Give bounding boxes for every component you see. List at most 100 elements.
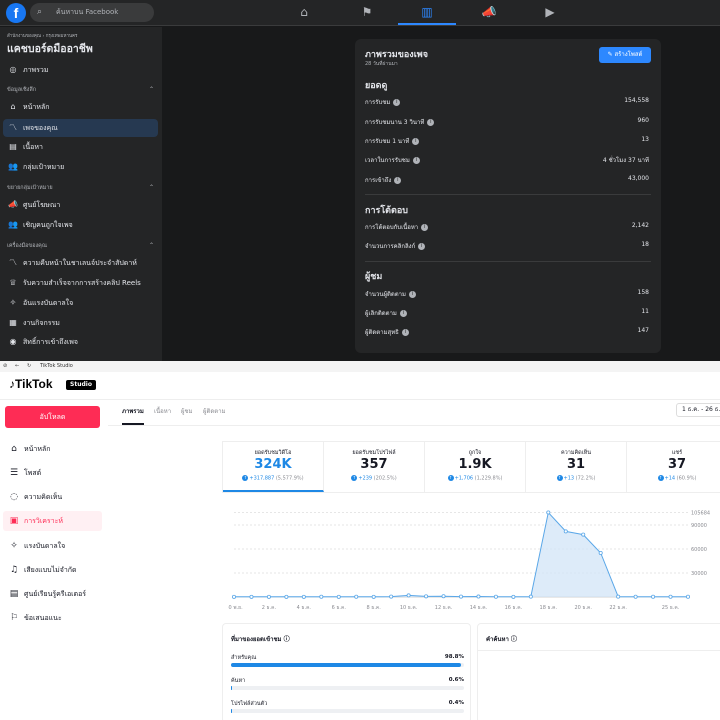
data-point — [528, 594, 533, 599]
sidebar-item-home[interactable]: ⌂ หน้าหลัก — [3, 98, 158, 116]
info-icon[interactable]: ⓘ — [510, 636, 517, 643]
series-area — [234, 512, 688, 597]
stat-row: เวลาในการรับชม i 4 ชั่วโมง 37 นาที — [365, 157, 649, 164]
facebook-logo-icon[interactable]: f — [6, 3, 26, 23]
tab-viewers[interactable]: ผู้ชม — [181, 408, 193, 415]
info-icon[interactable]: i — [412, 138, 420, 145]
reload-icon[interactable]: ↻ — [27, 363, 32, 369]
page-title: แคชบอร์ดมืออาชีพ — [7, 43, 93, 55]
tiktok-header: ♪TikTok Studio — [0, 372, 720, 400]
tab-overview[interactable]: ภาพรวม — [122, 408, 144, 415]
metric-comments[interactable]: ความคิดเห็น 31 ↑ +13 (72.2%) — [526, 442, 627, 492]
data-point — [406, 593, 411, 598]
search-icon: ⌕ — [37, 7, 43, 17]
video-nav-icon[interactable]: ▶ — [545, 5, 555, 19]
section-audience-heading: ขยายกลุ่มเป้าหมาย — [7, 185, 53, 191]
engagement-section-heading: การโต้ตอบ — [365, 206, 408, 216]
sidebar-item-ad-center[interactable]: 📣 ศูนย์โฆษณา — [3, 196, 158, 214]
sidebar-item-overview[interactable]: ◎ ภาพรวม — [3, 61, 158, 79]
sidebar-item-reels-achievement[interactable]: ♕ รับความสำเร็จจากการสร้างคลิป Reels — [3, 274, 158, 292]
book-icon: ▤ — [9, 589, 19, 599]
lightbulb-icon: ✧ — [9, 298, 17, 307]
tab-content[interactable]: เนื้อหา — [154, 408, 172, 415]
nav-posts[interactable]: ☰ โพสต์ — [3, 463, 102, 483]
metric-profile-views[interactable]: ยอดรับชมโปรไฟล์ 357 ↑ +239 (202.5%) — [324, 442, 425, 492]
sidebar-item-page-access[interactable]: ◉ สิทธิ์การเข้าถึงเพจ — [3, 333, 158, 351]
create-post-button[interactable]: ✎ สร้างโพสต์ — [599, 47, 651, 63]
metric-shares[interactable]: แชร์ 37 ↑ +14 (60.9%) — [627, 442, 720, 492]
people-icon: 👥 — [8, 162, 18, 171]
nav-feedback[interactable]: ⚐ ข้อเสนอแนะ — [3, 608, 102, 628]
sidebar-item-content[interactable]: ▤ เนื้อหา — [3, 138, 158, 156]
date-range-picker[interactable]: 1 ธ.ค. - 26 ธ.ค. — [676, 403, 720, 417]
overview-icon: ◎ — [9, 65, 17, 74]
info-icon[interactable]: i — [418, 243, 426, 250]
progress-track — [231, 663, 464, 667]
upload-button[interactable]: อัปโหลด — [5, 406, 100, 428]
info-icon[interactable]: i — [394, 177, 402, 184]
close-icon[interactable]: ⊘ — [3, 363, 8, 369]
list-icon: ☰ — [9, 468, 19, 478]
ads-megaphone-nav-icon[interactable]: 📣 — [481, 5, 497, 19]
tab-divider — [108, 425, 720, 426]
sidebar-item-inspiration[interactable]: ✧ อันแรงบันดาลใจ — [3, 294, 158, 312]
info-icon[interactable]: i — [427, 119, 435, 126]
nav-analytics[interactable]: ▣ การวิเคราะห์ — [3, 511, 102, 531]
search-queries-panel: คำค้นหา ⓘ — [477, 623, 720, 720]
sidebar-item-events[interactable]: ▦ งานกิจกรรม — [3, 314, 158, 332]
nav-comments[interactable]: ◌ ความคิดเห็น — [3, 487, 102, 507]
tiktok-logo[interactable]: ♪TikTok — [9, 377, 53, 391]
trophy-icon: ♕ — [9, 278, 17, 287]
info-icon[interactable]: i — [409, 291, 416, 298]
breadcrumb: สำนักงานของคุณ › กรุงเทพมหานคร — [7, 34, 78, 39]
info-icon[interactable]: i — [399, 310, 407, 317]
info-icon[interactable]: i — [412, 157, 420, 164]
traffic-source-panel: ที่มาของยอดเข้าชม ⓘ สำหรับคุณ 98.8% ค้นห… — [222, 623, 471, 720]
chevron-up-icon[interactable]: ⌃ — [148, 184, 154, 191]
traffic-source-row: โปรไฟล์ส่วนตัว 0.4% — [231, 700, 464, 718]
data-point — [493, 594, 498, 599]
x-tick-label: 6 ธ.ค. — [332, 605, 347, 611]
info-icon[interactable]: i — [421, 224, 429, 231]
info-icon[interactable]: ⓘ — [283, 636, 290, 643]
facebook-professional-dashboard: f ⌕ ค้นหาบน Facebook ⌂ ⚑ ▥ 📣 ▶ สำนักงานข… — [0, 0, 720, 361]
progress-track — [231, 686, 464, 690]
home-nav-icon[interactable]: ⌂ — [300, 5, 308, 19]
back-arrow-icon[interactable]: ← — [15, 363, 20, 369]
key-metrics-row: ยอดรับชมวิดีโอ 324K ↑ +317,887 (5,577.9%)… — [222, 441, 720, 493]
metric-video-views[interactable]: ยอดรับชมวิดีโอ 324K ↑ +317,887 (5,577.9%) — [223, 442, 324, 492]
nav-unlimited-sounds[interactable]: ♫ เสียงแบบไม่จำกัด — [3, 560, 102, 580]
info-icon[interactable]: i — [401, 329, 409, 336]
y-tick-label: 90000 — [691, 523, 707, 529]
metric-likes[interactable]: ถูกใจ 1.9K ↑ +1,706 (1,229.8%) — [425, 442, 526, 492]
data-point — [546, 510, 551, 515]
progress-icon: 〽 — [9, 258, 17, 267]
facebook-search-input[interactable]: ⌕ ค้นหาบน Facebook — [30, 3, 154, 22]
data-point — [616, 594, 621, 599]
chevron-up-icon[interactable]: ⌃ — [148, 86, 154, 93]
stat-row: การรับชมนาน 3 วินาที i 960 — [365, 117, 649, 126]
card-subtitle: 28 วันที่ผ่านมา — [365, 61, 398, 67]
info-icon[interactable]: i — [393, 99, 401, 106]
tab-followers[interactable]: ผู้ติดตาม — [203, 408, 226, 415]
nav-home[interactable]: ⌂ หน้าหลัก — [3, 439, 102, 459]
data-point — [633, 594, 638, 599]
sidebar-item-your-page[interactable]: 〽 เพจของคุณ — [3, 119, 158, 137]
sidebar-item-invite[interactable]: 👥 เชิญคนถูกใจเพจ — [3, 216, 158, 234]
pages-flag-nav-icon[interactable]: ⚑ — [361, 5, 373, 19]
nav-inspiration[interactable]: ✧ แรงบันดาลใจ — [3, 536, 102, 556]
nav-creator-academy[interactable]: ▤ ศูนย์เรียนรู้ครีเอเตอร์ — [3, 584, 102, 604]
sidebar-item-weekly-challenge[interactable]: 〽 ความคืบหน้าในชาเลนจ์ประจำสัปดาห์ — [3, 254, 158, 272]
search-queries-title: คำค้นหา ⓘ — [486, 636, 517, 643]
section-tools-heading: เครื่องมือของคุณ — [7, 243, 47, 249]
dashboard-nav-icon[interactable]: ▥ — [421, 5, 433, 19]
search-placeholder: ค้นหาบน Facebook — [56, 8, 119, 16]
section-insights-heading: ข้อมูลเชิงลึก — [7, 87, 37, 93]
browser-title-bar: ⊘ ← ↻ TikTok Studio — [0, 361, 720, 372]
sidebar-item-audience[interactable]: 👥 กลุ่มเป้าหมาย — [3, 158, 158, 176]
data-point — [266, 594, 271, 599]
chevron-up-icon[interactable]: ⌃ — [148, 242, 154, 249]
analytics-chart-icon: ▣ — [9, 516, 19, 526]
stat-row: การโต้ตอบกับเนื้อหา i 2,142 — [365, 222, 649, 231]
active-nav-indicator — [398, 23, 456, 25]
